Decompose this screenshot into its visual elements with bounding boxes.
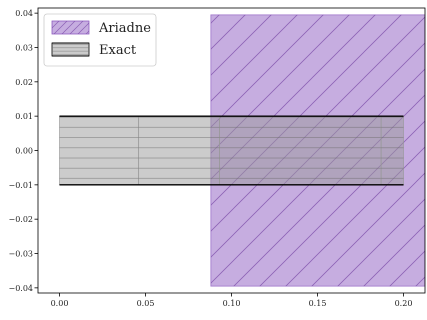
legend-label-exact: Exact	[99, 43, 137, 58]
y-tick-label: 0.03	[15, 43, 33, 52]
y-tick-label: 0.02	[15, 78, 33, 87]
legend: Ariadne Exact	[43, 13, 157, 67]
plot-area	[59, 14, 425, 287]
y-tick-label: −0.01	[8, 181, 33, 190]
exact-box-hatch	[381, 116, 404, 185]
legend-item-exact: Exact	[51, 42, 137, 58]
exact-box-hatch	[138, 116, 220, 185]
x-tick-label: 0.10	[223, 299, 241, 308]
exact-box-hatch	[219, 116, 382, 185]
legend-label-ariadne: Ariadne	[98, 21, 151, 36]
x-tick-label: 0.20	[395, 299, 413, 308]
y-axis: 0.04 0.03 0.02 0.01 0.00 −0.01 −0.02 −0.03 −0.04	[8, 9, 38, 293]
y-tick-label: 0.01	[15, 112, 33, 121]
y-tick-label: −0.02	[8, 215, 33, 224]
legend-item-ariadne: Ariadne	[51, 20, 151, 36]
y-tick-label: 0.04	[15, 9, 33, 18]
exact-box-hatch	[59, 116, 139, 185]
y-tick-label: −0.03	[8, 250, 33, 259]
x-tick-label: 0.15	[309, 299, 327, 308]
x-tick-label: 0.00	[51, 299, 69, 308]
x-axis: 0.00 0.05 0.10 0.15 0.20	[51, 293, 413, 308]
x-tick-label: 0.05	[137, 299, 155, 308]
y-tick-label: −0.04	[8, 284, 33, 293]
y-tick-label: 0.00	[15, 147, 33, 156]
